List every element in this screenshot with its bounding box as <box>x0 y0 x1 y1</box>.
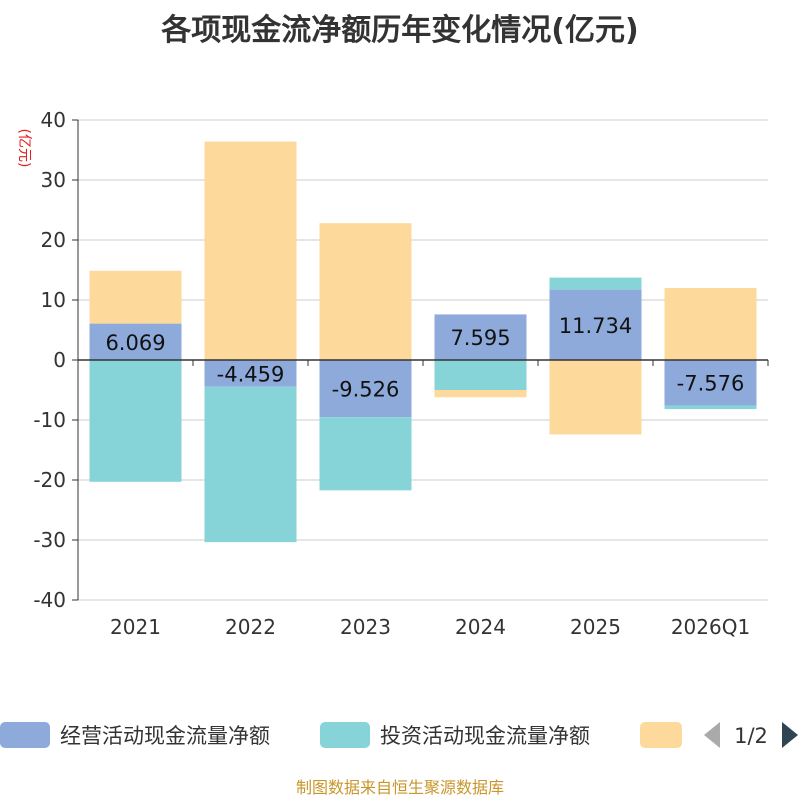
bar-2021-series-2[interactable] <box>89 270 182 324</box>
y-axis-unit: (亿元) <box>16 129 32 168</box>
chart-title: 各项现金流净额历年变化情况(亿元) <box>160 13 638 48</box>
bar-2025-series-2[interactable] <box>549 360 642 435</box>
bar-2024-series-2[interactable] <box>434 390 527 398</box>
x-tick-label: 2025 <box>570 615 621 639</box>
legend-next-page-icon[interactable] <box>782 722 798 748</box>
x-tick-label: 2021 <box>110 615 161 639</box>
data-labels: 6.069 -4.459 -9.526 7.595 11.734 -7.576 <box>105 314 744 402</box>
bar-2024-series-1[interactable] <box>434 360 527 390</box>
data-label-2022: -4.459 <box>217 362 285 386</box>
legend-swatch-financing[interactable] <box>640 722 682 748</box>
y-tick-labels: 40 30 20 10 0 -10 -20 -30 -40 <box>33 108 66 612</box>
bar-2022-series-2[interactable] <box>204 141 297 360</box>
bar-2023-series-2[interactable] <box>319 223 412 360</box>
bar-2025-series-0[interactable] <box>549 289 642 360</box>
bar-2023-series-0[interactable] <box>319 360 412 418</box>
legend-prev-page-icon[interactable] <box>704 722 720 748</box>
axes <box>77 120 769 600</box>
data-label-2026Q1: -7.576 <box>677 372 745 396</box>
data-label-2021: 6.069 <box>105 331 165 355</box>
legend-item-investing[interactable]: 投资活动现金流量净额 <box>320 722 590 748</box>
bar-2026Q1-series-1[interactable] <box>664 405 757 410</box>
x-tick-label: 2023 <box>340 615 391 639</box>
bar-2026Q1-series-0[interactable] <box>664 360 757 406</box>
data-label-2023: -9.526 <box>332 378 400 402</box>
data-source-note: 制图数据来自恒生聚源数据库 <box>296 778 504 797</box>
y-tick-label: 40 <box>41 108 66 132</box>
bar-2021-series-1[interactable] <box>89 360 182 482</box>
bar-2021-series-0[interactable] <box>89 323 182 360</box>
y-tick-label: -40 <box>33 588 66 612</box>
data-label-2025: 11.734 <box>559 314 632 338</box>
y-tick-label: 20 <box>41 228 66 252</box>
bar-2026Q1-series-2[interactable] <box>664 288 757 360</box>
legend-page-indicator: 1/2 <box>734 724 768 748</box>
legend-label-operating: 经营活动现金流量净额 <box>60 724 270 748</box>
legend-label-investing: 投资活动现金流量净额 <box>380 724 590 748</box>
legend-swatch-operating <box>0 722 50 748</box>
data-label-2024: 7.595 <box>450 326 510 350</box>
y-tick-label: -20 <box>33 468 66 492</box>
x-tick-labels: 2021 2022 2023 2024 2025 2026Q1 <box>110 615 750 639</box>
legend-item-operating[interactable]: 经营活动现金流量净额 <box>0 722 270 748</box>
bar-series <box>89 141 757 543</box>
bar-2022-series-0[interactable] <box>204 360 297 387</box>
y-tick-label: 10 <box>41 288 66 312</box>
bar-2025-series-1[interactable] <box>549 277 642 290</box>
bar-2023-series-1[interactable] <box>319 417 412 491</box>
bar-2022-series-1[interactable] <box>204 386 297 543</box>
y-tick-label: -30 <box>33 528 66 552</box>
x-tick-label: 2024 <box>455 615 506 639</box>
legend: 经营活动现金流量净额 投资活动现金流量净额 1/2 <box>0 722 798 748</box>
y-tick-label: 30 <box>41 168 66 192</box>
x-tick-label: 2022 <box>225 615 276 639</box>
bar-2024-series-0[interactable] <box>434 314 527 360</box>
y-tick-label: -10 <box>33 408 66 432</box>
legend-swatch-investing <box>320 722 370 748</box>
y-tick-label: 0 <box>53 348 66 372</box>
x-tick-label: 2026Q1 <box>671 615 750 639</box>
